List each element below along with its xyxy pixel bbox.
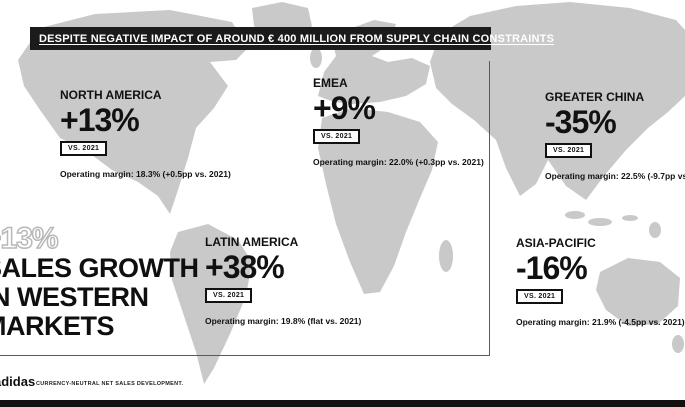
region-name: NORTH AMERICA — [60, 88, 162, 102]
region-card-greater-china: GREATER CHINA -35% VS. 2021 Operating ma… — [545, 90, 685, 181]
western-markets-highlight: +13% SALES GROWTH IN WESTERN MARKETS — [0, 222, 199, 341]
region-operating-margin: Operating margin: 21.9% (-4.5pp vs. 2021… — [516, 316, 685, 327]
vs-2021-badge: VS. 2021 — [516, 288, 564, 304]
highlight-line-1: SALES GROWTH — [0, 253, 199, 283]
highlight-percentage: +13% — [0, 222, 59, 255]
region-card-north-america: NORTH AMERICA +13% VS. 2021 Operating ma… — [60, 88, 231, 179]
region-card-latin-america: LATIN AMERICA +38% VS. 2021 Operating ma… — [205, 235, 361, 326]
region-growth-value: +13% — [60, 102, 140, 138]
vs-2021-badge: VS. 2021 — [313, 128, 361, 144]
region-name: EMEA — [313, 76, 348, 90]
vs-2021-badge: VS. 2021 — [205, 287, 253, 303]
region-growth-value: +38% — [205, 249, 285, 285]
region-growth-value: -35% — [545, 104, 617, 140]
region-name: GREATER CHINA — [545, 90, 645, 104]
region-operating-margin: Operating margin: 22.5% (-9.7pp vs. 2021… — [545, 170, 685, 181]
vs-2021-badge: VS. 2021 — [60, 140, 108, 156]
highlight-line-3: MARKETS — [0, 311, 114, 341]
vs-2021-badge: VS. 2021 — [545, 142, 593, 158]
region-name: LATIN AMERICA — [205, 235, 299, 249]
region-operating-margin: Operating margin: 18.3% (+0.5pp vs. 2021… — [60, 168, 231, 179]
content-frame-border — [0, 61, 490, 356]
region-operating-margin: Operating margin: 19.8% (flat vs. 2021) — [205, 315, 362, 326]
region-card-emea: EMEA +9% VS. 2021 Operating margin: 22.0… — [313, 76, 484, 167]
highlight-line-2: IN WESTERN — [0, 282, 149, 312]
region-growth-value: -16% — [516, 250, 588, 286]
adidas-logo-stripes: adidas — [0, 374, 35, 389]
region-name: ASIA-PACIFIC — [516, 236, 596, 250]
region-operating-margin: Operating margin: 22.0% (+0.3pp vs. 2021… — [313, 156, 484, 167]
adidas-logo: adidas — [0, 370, 40, 399]
adidas-wordmark: adidas — [0, 374, 35, 389]
headline-banner-text: DESPITE NEGATIVE IMPACT OF AROUND € 400 … — [39, 32, 555, 45]
region-card-asia-pacific: ASIA-PACIFIC -16% VS. 2021 Operating mar… — [516, 236, 685, 327]
footnote-text: CURRENCY-NEUTRAL NET SALES DEVELOPMENT. — [36, 381, 184, 387]
headline-banner: DESPITE NEGATIVE IMPACT OF AROUND € 400 … — [30, 27, 554, 50]
region-growth-value: +9% — [313, 90, 376, 126]
bottom-black-bar — [0, 400, 685, 407]
